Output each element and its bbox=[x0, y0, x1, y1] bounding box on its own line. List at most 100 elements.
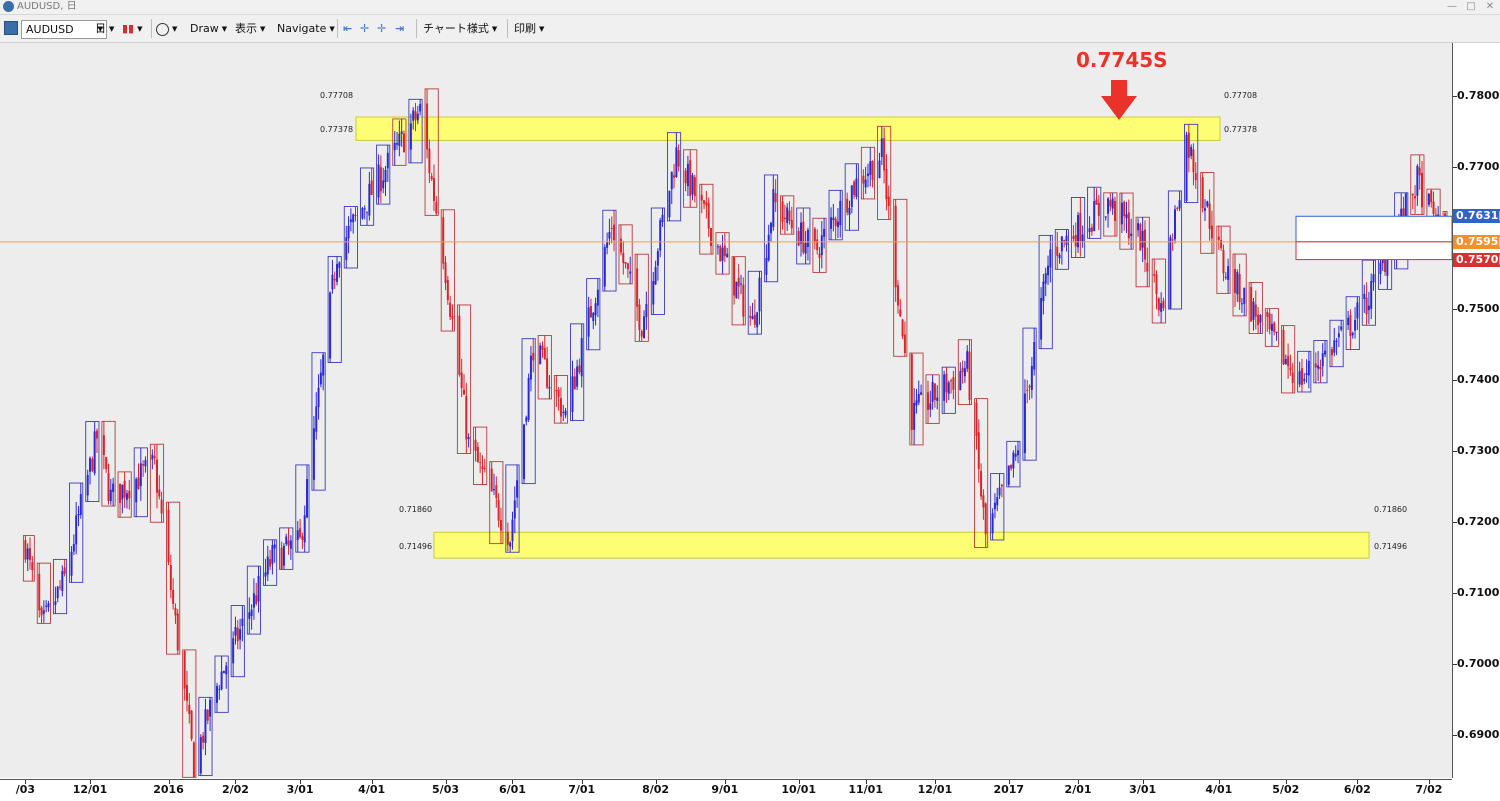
candle-body bbox=[977, 432, 980, 469]
candle-body bbox=[975, 402, 978, 436]
candle-body bbox=[626, 263, 629, 270]
candle bbox=[158, 475, 161, 500]
candle bbox=[91, 456, 94, 473]
candle-body bbox=[1349, 315, 1352, 336]
candle bbox=[703, 200, 706, 210]
candle-body bbox=[1337, 333, 1340, 338]
print-menu[interactable]: 印刷 ▼ bbox=[514, 20, 544, 37]
maximize-button[interactable]: □ bbox=[1466, 1, 1476, 12]
shape-tool-button[interactable]: ▼ bbox=[156, 20, 177, 37]
candle-body bbox=[215, 686, 218, 703]
weekly-range-box bbox=[570, 323, 585, 421]
nav-last-icon[interactable]: ⇥ bbox=[395, 22, 405, 35]
candle bbox=[1314, 352, 1317, 383]
display-menu[interactable]: 表示 ▼ bbox=[235, 20, 265, 37]
candle-body bbox=[1171, 239, 1174, 241]
candle-body bbox=[1270, 323, 1273, 331]
candle bbox=[1319, 359, 1322, 383]
candle-body bbox=[349, 219, 352, 222]
candle-body bbox=[800, 222, 803, 244]
candle-body bbox=[1010, 464, 1013, 469]
candle-body bbox=[1206, 201, 1209, 207]
weekly-range-box bbox=[602, 209, 617, 292]
candle bbox=[1065, 229, 1068, 252]
candle bbox=[901, 318, 904, 340]
candle bbox=[719, 244, 722, 262]
candle-body bbox=[668, 190, 671, 218]
y-tick-label: 0.7200[ bbox=[1457, 515, 1500, 529]
symbol-select[interactable]: AUDUSD ▼ bbox=[21, 20, 107, 39]
weekly-range-box bbox=[1038, 234, 1053, 350]
candle-body bbox=[786, 207, 789, 224]
candle bbox=[506, 522, 509, 552]
candle bbox=[1208, 189, 1211, 241]
candle bbox=[1130, 218, 1133, 250]
candle-body bbox=[548, 387, 551, 389]
candle bbox=[709, 227, 712, 255]
candle-body bbox=[832, 217, 835, 221]
x-tick bbox=[300, 780, 302, 784]
candle bbox=[352, 213, 355, 234]
candle-body bbox=[1160, 303, 1163, 312]
candle-style-button[interactable]: ▮▮ ▼ bbox=[122, 22, 143, 35]
candle bbox=[379, 155, 382, 204]
draw-menu[interactable]: Draw ▼ bbox=[190, 20, 227, 37]
nav-back-icon[interactable]: ✛ bbox=[360, 22, 370, 35]
candle-body bbox=[319, 372, 322, 385]
candle-body bbox=[209, 699, 212, 717]
candle-body bbox=[333, 278, 336, 281]
candle bbox=[176, 608, 179, 655]
candle bbox=[830, 207, 833, 240]
candle-body bbox=[174, 607, 177, 616]
candle-body bbox=[823, 228, 826, 237]
candle-body bbox=[820, 235, 823, 256]
x-tick-label: 3/01 bbox=[1129, 783, 1157, 796]
candle bbox=[525, 415, 528, 426]
candle-body bbox=[1381, 257, 1384, 264]
close-button[interactable]: ✕ bbox=[1485, 1, 1495, 12]
candle bbox=[952, 370, 955, 400]
y-tick-label: 0.6900[ bbox=[1457, 728, 1500, 742]
candle-body bbox=[282, 545, 285, 566]
candle-body bbox=[740, 283, 743, 285]
candle bbox=[206, 709, 209, 725]
price-chart[interactable] bbox=[0, 43, 1452, 778]
candle bbox=[241, 605, 244, 642]
candle bbox=[495, 476, 498, 508]
timeframe-select[interactable]: 日 ▼ bbox=[95, 20, 114, 37]
nav-first-icon[interactable]: ⇤ bbox=[343, 22, 353, 35]
candle-body bbox=[54, 601, 57, 605]
weekly-range-box bbox=[763, 174, 779, 283]
weekly-range-box bbox=[699, 183, 714, 255]
title-bar: AUDUSD, 日 — □ ✕ bbox=[0, 0, 1500, 15]
candle bbox=[1155, 270, 1158, 310]
weekly-range-box bbox=[747, 270, 762, 335]
candle-body bbox=[903, 334, 906, 354]
candle bbox=[174, 603, 177, 624]
candle-body bbox=[638, 304, 641, 331]
candle-body bbox=[830, 217, 833, 229]
weekly-range-box bbox=[860, 146, 876, 200]
candle-body bbox=[926, 392, 929, 410]
candle bbox=[38, 563, 41, 618]
navigate-menu[interactable]: Navigate ▼ bbox=[277, 20, 335, 37]
candle-body bbox=[172, 589, 175, 604]
toolbar: AUDUSD ▼ 日 ▼ ▮▮ ▼ ▼ Draw ▼ 表示 ▼ Navigate ▼ ⇤ ✛… bbox=[0, 15, 1500, 43]
candle bbox=[661, 208, 664, 227]
candle bbox=[984, 502, 987, 548]
candle bbox=[481, 455, 484, 485]
nav-zoom-icon[interactable]: ✛ bbox=[377, 22, 387, 35]
candle-body bbox=[31, 562, 34, 571]
candle-body bbox=[384, 169, 387, 183]
candle bbox=[1033, 328, 1036, 376]
candle bbox=[382, 167, 385, 194]
candle bbox=[465, 382, 468, 454]
chart-icon[interactable] bbox=[4, 21, 18, 35]
candle bbox=[659, 217, 662, 258]
candle bbox=[594, 297, 597, 326]
candle-body bbox=[1354, 319, 1357, 331]
chart-area[interactable]: 0.77708 0.77378 0.77708 0.77378 0.71860 … bbox=[0, 43, 1453, 778]
minimize-button[interactable]: — bbox=[1447, 1, 1457, 12]
chart-style-menu[interactable]: チャート様式 ▼ bbox=[423, 20, 497, 37]
candle-body bbox=[1367, 305, 1370, 311]
